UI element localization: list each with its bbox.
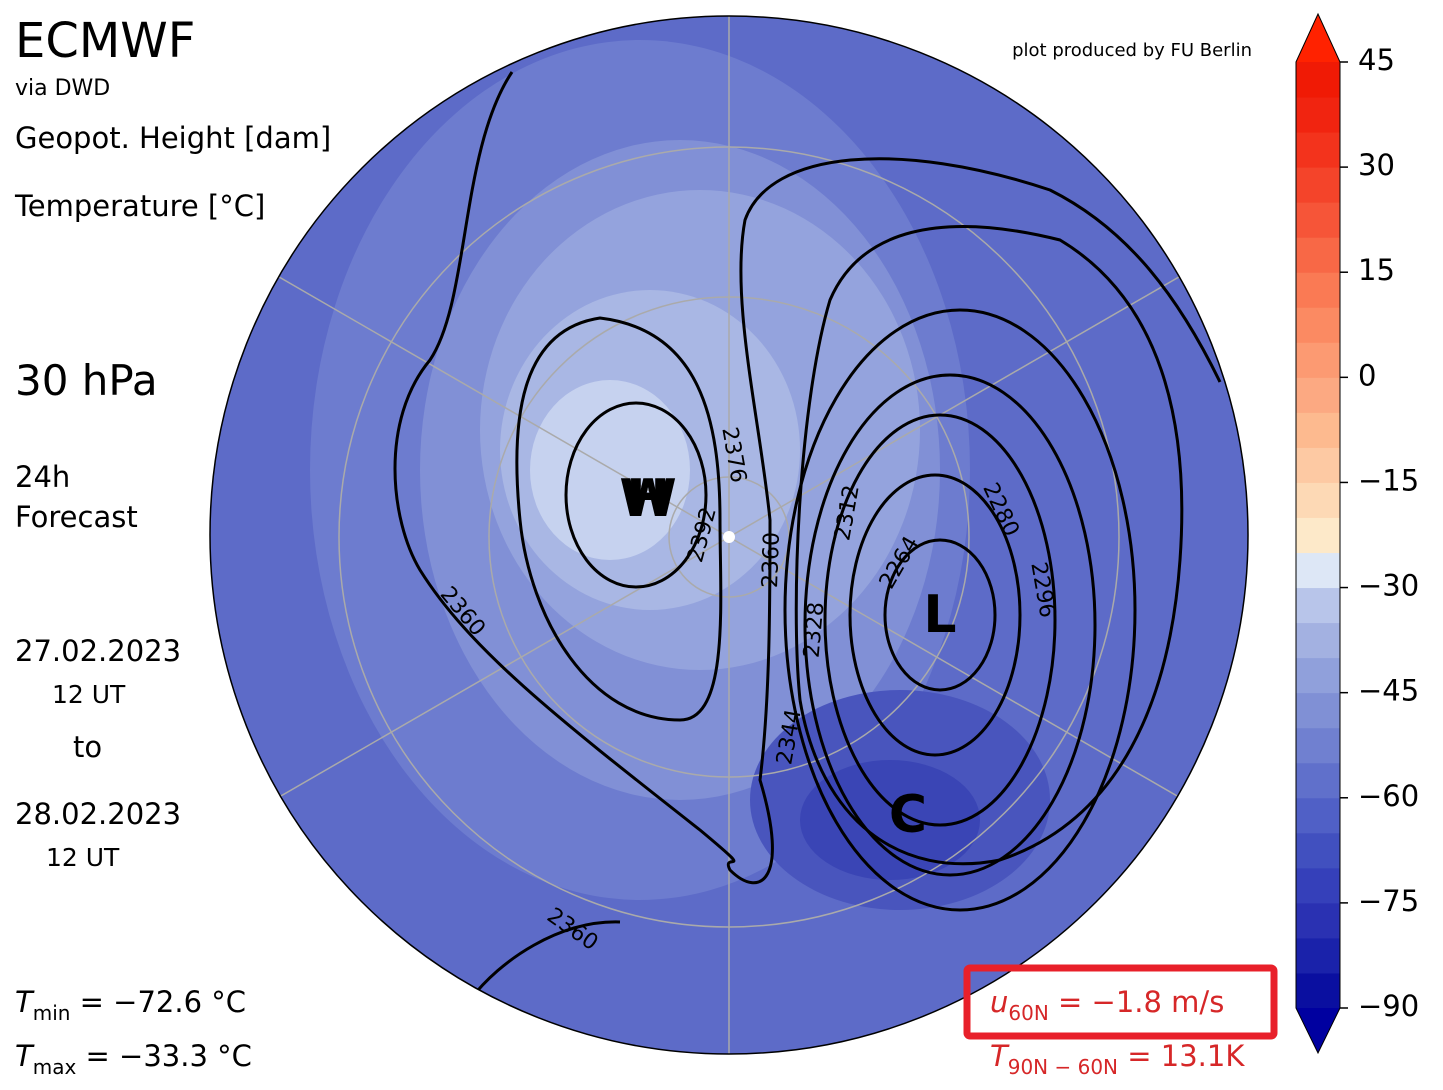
connector: to <box>73 730 102 764</box>
colorbar-band <box>1296 867 1340 904</box>
start-time: 12 UT <box>52 680 126 709</box>
colorbar-band <box>1296 272 1340 308</box>
start-date: 27.02.2023 <box>15 634 181 668</box>
colorbar-tick-label: −45 <box>1358 674 1419 708</box>
colorbar-band <box>1296 937 1340 974</box>
end-date: 28.02.2023 <box>15 797 181 831</box>
colorbar-band <box>1296 307 1340 343</box>
credit: plot produced by FU Berlin <box>1012 40 1252 61</box>
colorbar-band <box>1296 167 1340 203</box>
colorbar-tick-label: 0 <box>1358 358 1376 392</box>
center-label: L <box>923 585 956 645</box>
colorbar-tick-label: −60 <box>1358 779 1419 813</box>
colorbar-band <box>1296 587 1340 624</box>
stat-symbol: T <box>15 985 35 1019</box>
stat-subscript: min <box>33 1001 71 1025</box>
center-label: C <box>889 785 927 845</box>
map <box>210 16 1248 1054</box>
colorbar-band <box>1296 482 1340 518</box>
colorbar-tick-label: −30 <box>1358 569 1419 603</box>
center-label: W <box>619 469 676 529</box>
index: u60N = −1.8 m/s <box>990 985 1224 1025</box>
index-subscript: 90N − 60N <box>1008 1055 1118 1079</box>
colorbar-band <box>1296 132 1340 168</box>
title: ECMWF <box>15 13 195 69</box>
temperature-field <box>530 380 690 560</box>
colorbar: −90 −75 −60 −45 −30 −15 0 15 30 45 <box>1295 12 1419 1055</box>
field-label: Geopot. Height [dam] <box>15 121 331 155</box>
colorbar-tick-label: −90 <box>1358 989 1419 1023</box>
colorbar-band <box>1296 517 1340 554</box>
stat: Tmin = −72.6 °C <box>15 985 246 1025</box>
colorbar-band <box>1296 692 1340 729</box>
index-value: = −1.8 m/s <box>1049 985 1225 1019</box>
colorbar-band <box>1296 237 1340 273</box>
colorbar-band <box>1296 727 1340 764</box>
end-time: 12 UT <box>46 843 120 872</box>
colorbar-band <box>1296 62 1340 98</box>
colorbar-band <box>1296 902 1340 939</box>
colorbar-band <box>1296 97 1340 133</box>
pole-marker <box>723 531 735 543</box>
field-label: Temperature [°C] <box>14 189 265 223</box>
colorbar-tick-label: 45 <box>1358 43 1395 77</box>
colorbar-band <box>1296 622 1340 659</box>
contours <box>393 71 1222 1001</box>
stat-subscript: max <box>33 1055 77 1079</box>
colorbar-tick-label: 30 <box>1358 148 1395 182</box>
index-symbol: u <box>990 985 1008 1019</box>
forecast-label: Forecast <box>15 500 138 534</box>
colorbar-band <box>1296 447 1340 483</box>
colorbar-tick-label: 15 <box>1358 253 1395 287</box>
stat-symbol: T <box>15 1039 35 1073</box>
temperature-field <box>800 760 980 880</box>
stat-value: = −33.3 °C <box>76 1039 252 1073</box>
colorbar-band <box>1296 412 1340 448</box>
index: T90N − 60N = 13.1K <box>990 1039 1245 1079</box>
center-label: H <box>626 469 670 529</box>
colorbar-band <box>1296 377 1340 413</box>
stat-value: = −72.6 °C <box>70 985 246 1019</box>
colorbar-band <box>1296 832 1340 869</box>
index-symbol: T <box>990 1039 1010 1073</box>
highlight-box <box>963 964 1278 1040</box>
source: via DWD <box>15 76 110 101</box>
colorbar-band <box>1296 797 1340 834</box>
colorbar-band <box>1296 202 1340 238</box>
colorbar-tick-label: −75 <box>1358 884 1419 918</box>
index-value: = 13.1K <box>1118 1039 1245 1073</box>
colorbar-under <box>1296 1008 1340 1053</box>
colorbar-band <box>1296 972 1340 1009</box>
level: 30 hPa <box>15 356 158 405</box>
colorbar-band <box>1296 762 1340 799</box>
colorbar-tick-label: −15 <box>1358 463 1419 497</box>
pressure-centers: HW L C <box>619 469 956 845</box>
map-frame <box>209 15 1249 1055</box>
colorbar-over <box>1296 14 1340 62</box>
forecast-lead: 24h <box>15 460 70 494</box>
contour-label: 2328 <box>800 601 830 659</box>
stat: Tmax = −33.3 °C <box>15 1039 252 1079</box>
colorbar-band <box>1296 552 1340 589</box>
colorbar-band <box>1296 657 1340 694</box>
index-subscript: 60N <box>1008 1001 1048 1025</box>
colorbar-band <box>1296 342 1340 378</box>
contour-label: 2360 <box>758 532 785 589</box>
